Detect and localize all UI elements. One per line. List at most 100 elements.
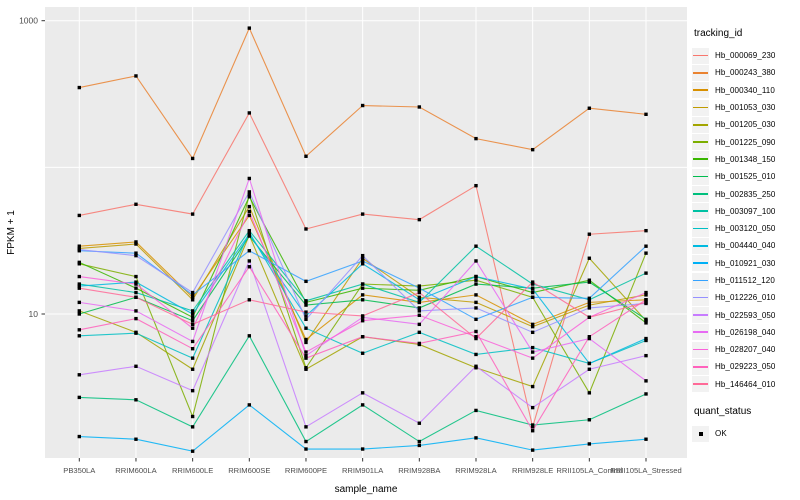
data-point xyxy=(644,379,648,383)
legend-line-swatch xyxy=(693,227,708,230)
legend-key-line-icon xyxy=(692,47,709,64)
data-point xyxy=(587,418,592,422)
legend-line-swatch xyxy=(693,175,708,178)
data-point xyxy=(77,244,81,248)
data-point xyxy=(77,434,81,439)
data-point xyxy=(77,286,81,290)
legend-entry-label: Hb_010921_030 xyxy=(715,258,776,268)
legend-key-line-icon xyxy=(692,99,709,116)
x-tick-label: PB350LA xyxy=(63,466,96,475)
data-point xyxy=(474,408,478,413)
data-point xyxy=(360,319,365,323)
legend-key-line-icon xyxy=(692,82,709,99)
data-point xyxy=(134,331,138,335)
data-point xyxy=(77,274,81,279)
data-point xyxy=(530,384,535,389)
y-axis-title: FPKM + 1 xyxy=(6,210,17,255)
y-tick-labels: 1000 10 xyxy=(19,16,38,319)
data-point xyxy=(417,313,422,317)
data-point xyxy=(247,176,252,181)
black-square-point-icon xyxy=(698,431,703,437)
x-tick-label: RRIM600SE xyxy=(228,466,270,475)
data-point xyxy=(304,350,308,354)
data-point xyxy=(190,449,195,453)
data-point xyxy=(474,244,478,248)
data-point xyxy=(530,350,535,354)
legend-entry: Hb_029223_050 xyxy=(692,358,800,375)
data-point xyxy=(587,278,592,282)
data-point xyxy=(190,212,195,216)
data-point xyxy=(530,324,535,329)
data-point xyxy=(644,321,648,325)
legend-entry-label: Hb_003097_100 xyxy=(715,206,776,216)
data-points xyxy=(77,26,648,453)
data-point xyxy=(644,298,648,302)
data-point xyxy=(304,279,308,284)
legend-entry: Hb_001205_030 xyxy=(692,116,800,133)
quant-status-legend-title: quant_status xyxy=(694,405,752,417)
data-point xyxy=(530,448,535,452)
data-point xyxy=(530,356,535,360)
legend-entry-label: Hb_000243_380 xyxy=(715,68,776,78)
data-point xyxy=(474,317,478,322)
data-point xyxy=(530,280,535,284)
data-point xyxy=(360,293,365,297)
data-point xyxy=(360,286,365,290)
data-point xyxy=(360,282,365,286)
data-point xyxy=(474,136,478,141)
data-point xyxy=(247,259,252,263)
data-point xyxy=(247,213,252,218)
tracking-id-legend-title: tracking_id xyxy=(694,28,743,39)
legend-entry: Hb_028207_040 xyxy=(692,341,800,358)
data-point xyxy=(304,314,308,318)
y-tick-label: 1000 xyxy=(19,16,38,26)
data-point xyxy=(134,309,138,313)
legend-entry: Hb_002835_250 xyxy=(692,185,800,203)
legend-entry: Hb_011512_120 xyxy=(692,272,800,289)
data-point xyxy=(304,310,308,314)
data-point xyxy=(530,295,535,299)
data-point xyxy=(247,193,252,197)
data-point xyxy=(77,300,81,305)
data-point xyxy=(304,447,308,451)
data-point xyxy=(190,414,195,419)
data-point xyxy=(247,249,252,253)
data-point xyxy=(587,336,592,341)
data-point xyxy=(134,240,138,244)
data-point xyxy=(417,421,422,425)
legend-key-line-icon xyxy=(692,272,709,289)
data-point xyxy=(360,256,365,260)
data-point xyxy=(474,282,478,286)
data-point xyxy=(474,274,478,279)
data-point xyxy=(474,436,478,440)
legend-entry-label: Hb_001053_030 xyxy=(715,103,776,113)
data-point xyxy=(474,300,478,305)
legend-line-swatch xyxy=(693,244,708,247)
legend-entry-label: Hb_001348_150 xyxy=(715,154,776,164)
data-point xyxy=(134,290,138,295)
data-point xyxy=(77,260,81,265)
data-point xyxy=(360,403,365,407)
data-point xyxy=(360,447,365,451)
legend-key-line-icon xyxy=(692,289,709,306)
data-point xyxy=(304,353,308,358)
data-point xyxy=(134,280,138,284)
data-point xyxy=(530,322,535,327)
data-point xyxy=(360,391,365,395)
data-point xyxy=(530,423,535,427)
legend-line-swatch xyxy=(693,89,708,91)
data-point xyxy=(474,293,478,297)
legend-line-swatch xyxy=(693,262,708,264)
data-point xyxy=(587,442,592,446)
data-point xyxy=(587,300,592,305)
data-point xyxy=(77,282,81,286)
data-point xyxy=(190,367,195,371)
legend-entry-label: Hb_001525_010 xyxy=(715,172,776,182)
legend-key-line-icon xyxy=(692,116,709,133)
data-point xyxy=(474,259,478,263)
data-point xyxy=(587,256,592,260)
x-tick-label: RRII105LA_Stressed xyxy=(610,466,681,475)
legend-key-line-icon xyxy=(692,358,709,375)
data-point xyxy=(417,217,422,222)
data-point xyxy=(247,228,252,233)
